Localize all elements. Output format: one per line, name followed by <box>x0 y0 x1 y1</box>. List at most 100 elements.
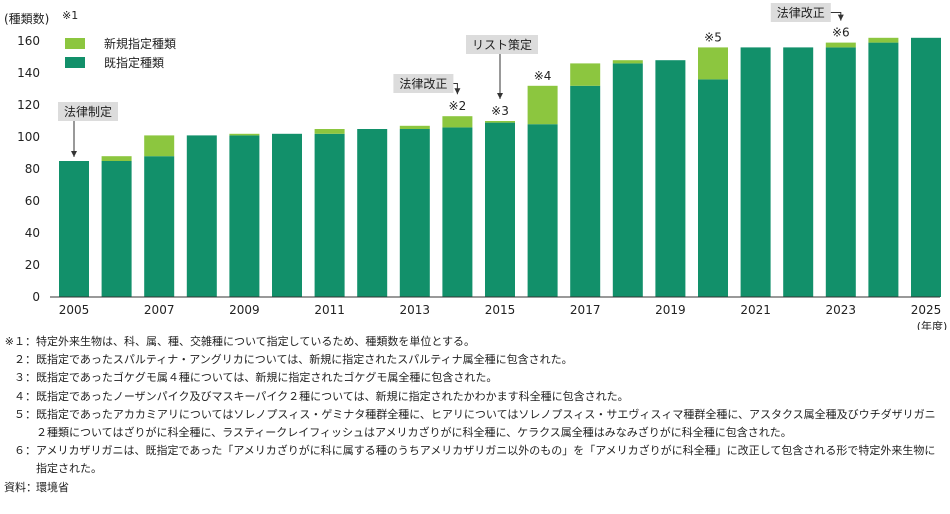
bar-existing-2005 <box>59 161 89 297</box>
callout-arrow-head <box>837 14 844 21</box>
bar-existing-2007 <box>144 156 175 297</box>
footnote-text: 既指定であったノーザンパイク及びマスキーパイク２種については、新規に指定されたか… <box>36 389 629 403</box>
callout-2: 法律改正 <box>393 74 461 95</box>
footnote-5: ５： 既指定であったアカカミアリについてはソレノプスィス・ゲミナタ種群全種に、ヒア… <box>4 406 946 442</box>
bar-existing-2006 <box>101 161 132 297</box>
bar-mark-2014: ※2 <box>449 99 467 113</box>
x-tick-label: 2015 <box>485 303 516 317</box>
bar-existing-2020 <box>698 79 728 298</box>
footnote-mark: ５： <box>14 407 36 421</box>
bar-new-2017 <box>570 63 601 86</box>
bar-new-2015 <box>485 121 515 123</box>
y-tick-label: 0 <box>32 290 40 304</box>
footnote-text: アメリカザリガニは、既指定であった「アメリカざりがに科に属する種のうちアメリカザ… <box>36 444 936 476</box>
bar-new-2020 <box>698 47 728 80</box>
source-label: 資料： <box>4 480 37 494</box>
bar-existing-2025 <box>911 37 941 298</box>
bar-new-2006 <box>101 156 132 161</box>
legend-swatch <box>65 38 85 49</box>
source-line: 資料： 環境省 <box>4 479 946 497</box>
y-tick-label: 20 <box>25 258 40 272</box>
x-tick-label: 2019 <box>655 303 686 317</box>
bar-new-2011 <box>314 129 345 134</box>
x-tick-label: 2013 <box>400 303 431 317</box>
bar-mark-2016: ※4 <box>534 69 552 83</box>
callout-arrow-head <box>454 88 461 95</box>
y-tick-label: 100 <box>17 130 40 144</box>
y-tick-label: 80 <box>25 162 40 176</box>
bar-existing-2014 <box>442 127 473 298</box>
bar-existing-2019 <box>655 60 686 298</box>
callout-box <box>770 3 831 22</box>
bar-new-2024 <box>868 37 899 43</box>
bar-existing-2013 <box>399 129 430 297</box>
footnotes: ※１： 特定外来生物は、科、属、種、交雑種について指定しているため、種類数を単位と… <box>4 333 946 497</box>
footnote-3: ３： 既指定であったゴケグモ属４種については、新規に指定されたゴケグモ属全種に包含… <box>4 369 946 387</box>
callout-box <box>466 35 538 54</box>
bar-existing-2012 <box>357 129 388 297</box>
bar-new-2007 <box>144 135 175 157</box>
legend-label: 既指定種類 <box>104 55 164 70</box>
bar-mark-2020: ※5 <box>704 30 722 44</box>
footnote-2: ２： 既指定であったスパルティナ・アングリカについては、新規に指定されたスパルティ… <box>4 351 946 369</box>
callout-label: 法律制定 <box>64 104 112 119</box>
callout-box <box>393 74 454 93</box>
y-tick-label: 140 <box>17 66 40 80</box>
footnote-mark: ２： <box>14 353 36 367</box>
bar-new-2016 <box>527 85 558 125</box>
x-axis: 2005 2007 2009 2011 2013 2015 2017 2019 2021 2023… <box>50 296 948 330</box>
bar-existing-2016 <box>527 124 558 297</box>
x-tick-label: 2025 <box>911 303 942 317</box>
callout-label: 法律改正 <box>399 77 447 91</box>
footnote-text: 既指定であったゴケグモ属４種については、新規に指定されたゴケグモ属全種に包含され… <box>36 371 498 385</box>
x-tick-label: 2009 <box>229 303 260 317</box>
legend-swatch <box>65 57 85 68</box>
footnote-1: ※１： 特定外来生物は、科、属、種、交雑種について指定しているため、種類数を単位と… <box>4 333 946 351</box>
x-tick-label: 2011 <box>314 303 345 317</box>
source-text: 環境省 <box>36 480 69 494</box>
x-tick-label: 2007 <box>144 303 175 317</box>
y-tick-label: 160 <box>17 34 40 48</box>
footnote-mark: ３： <box>14 371 36 385</box>
footnote-list: ※１： 特定外来生物は、科、属、種、交雑種について指定しているため、種類数を単位と… <box>4 333 946 479</box>
callout-1: 法律制定 <box>58 102 118 157</box>
callout-box <box>58 102 118 121</box>
footnote-text: 既指定であったスパルティナ・アングリカについては、新規に指定されたスパルティナ属… <box>36 353 573 367</box>
bar-new-2009 <box>229 133 260 136</box>
bar-new-2014 <box>442 116 473 128</box>
y-axis: 0 20 40 60 80 100 120 140 160 (種類数) ※1 <box>4 9 78 304</box>
footnote-text: 特定外来生物は、科、属、種、交雑種について指定しているため、種類数を単位とする。 <box>36 335 476 348</box>
callout-label: リスト策定 <box>472 37 532 52</box>
bar-existing-2015 <box>485 122 515 297</box>
legend-label: 新規指定種類 <box>104 36 176 51</box>
bar-new-2013 <box>399 125 430 129</box>
footnote-6: ６： アメリカザリガニは、既指定であった「アメリカざりがに科に属する種のうちアメリ… <box>4 442 946 478</box>
footnote-mark: ６： <box>14 444 36 458</box>
bar-mark-2023: ※6 <box>832 26 850 40</box>
callout-3: リスト策定 <box>466 35 538 99</box>
x-tick-label: 2023 <box>826 303 857 317</box>
callout-label: 法律改正 <box>777 6 825 20</box>
y-tick-label: 60 <box>25 194 40 208</box>
bar-existing-2010 <box>272 133 302 297</box>
footnote-mark: ※１： <box>4 335 36 348</box>
footnote-text: 既指定であったアカカミアリについてはソレノプスィス・ゲミナタ種群全種に、ヒアリに… <box>36 407 936 440</box>
callout-4: 法律改正 <box>770 3 844 22</box>
y-tick-label: 40 <box>25 226 40 240</box>
x-tick-label: 2017 <box>570 303 601 317</box>
y-axis-label-note: ※1 <box>62 9 78 22</box>
footnote-mark: ４： <box>14 389 36 403</box>
bar-mark-2015: ※3 <box>491 104 509 118</box>
x-axis-unit: (年度) <box>917 319 948 330</box>
y-tick-label: 120 <box>17 98 40 112</box>
bar-existing-2008 <box>186 135 217 297</box>
y-axis-label: (種類数) <box>4 11 49 26</box>
bar-existing-2024 <box>868 42 899 297</box>
callout-arrow-head <box>497 93 503 99</box>
bar-existing-2009 <box>229 135 260 297</box>
bar-existing-2017 <box>570 85 601 297</box>
bar-marks: ※2 ※3 ※4 ※5 ※6 <box>449 26 850 118</box>
